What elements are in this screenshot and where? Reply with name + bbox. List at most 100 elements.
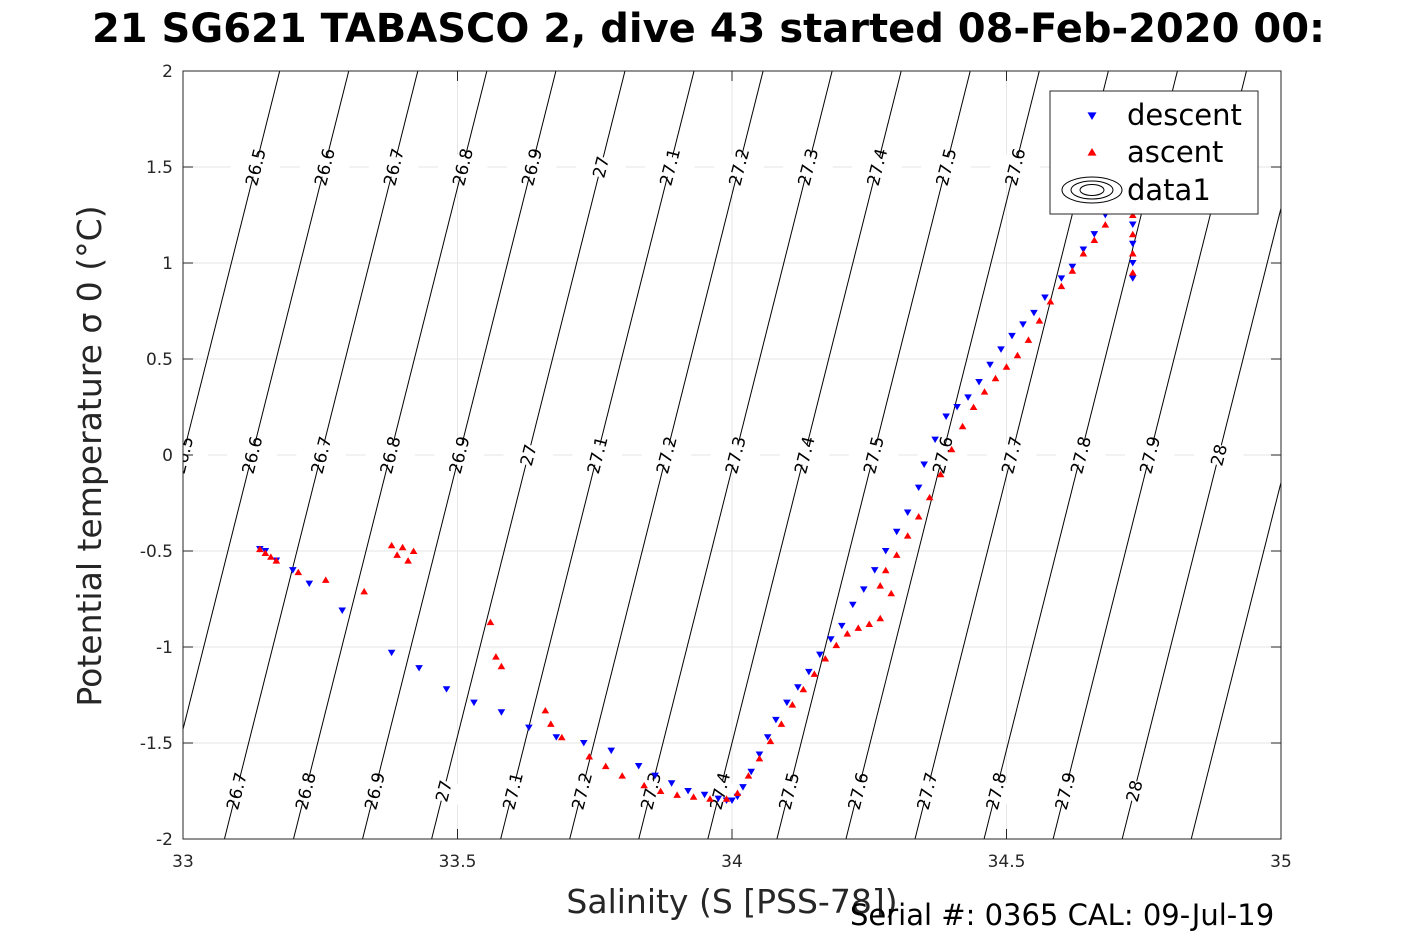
descent-point bbox=[1128, 240, 1137, 248]
legend-contour-marker bbox=[1070, 180, 1114, 200]
contour-label-bg bbox=[571, 439, 624, 471]
ascent-point bbox=[843, 630, 852, 637]
ascent-point bbox=[925, 493, 934, 501]
ascent-point bbox=[788, 701, 797, 708]
contour-label: 27.8 bbox=[983, 770, 1012, 812]
ascent-point bbox=[547, 720, 555, 727]
x-tick-label: 34.5 bbox=[988, 852, 1026, 872]
descent-point bbox=[552, 734, 561, 741]
ascent-point bbox=[1024, 336, 1033, 343]
descent-point bbox=[914, 484, 923, 492]
contour-label-bg bbox=[920, 151, 972, 183]
ascent-point bbox=[656, 787, 665, 795]
descent-point bbox=[1128, 221, 1137, 229]
ascent-point bbox=[914, 513, 923, 520]
contour-label: 26.9 bbox=[518, 146, 547, 188]
descent-point bbox=[848, 601, 857, 609]
descent-point bbox=[838, 622, 846, 630]
contour-label-bg bbox=[348, 775, 401, 807]
descent-point bbox=[1008, 332, 1016, 340]
descent-point bbox=[607, 747, 616, 755]
contour-label: 27.6 bbox=[929, 434, 958, 476]
legend-ascent-marker bbox=[1087, 147, 1097, 156]
descent-point bbox=[881, 547, 890, 555]
ascent-point bbox=[360, 587, 368, 595]
ascent-point bbox=[387, 541, 396, 549]
descent-point bbox=[634, 763, 643, 770]
ascent-point bbox=[404, 557, 412, 564]
x-tick-label: 34 bbox=[721, 852, 743, 872]
ascent-point bbox=[991, 374, 1000, 382]
contour-label-bg bbox=[625, 775, 677, 807]
contour-label-bg bbox=[487, 775, 539, 807]
contour-label-bg bbox=[1193, 439, 1245, 471]
descent-point bbox=[525, 724, 533, 732]
contour-label-bg bbox=[226, 439, 278, 471]
contour-label: 27.2 bbox=[726, 146, 755, 188]
ascent-point bbox=[766, 737, 775, 745]
density-contours: 26.5 26.6 26.7 26.8 26.9 27 27.1 27.2 27.3 27.4 27… bbox=[183, 71, 1281, 839]
contour-label: 26.9 bbox=[446, 434, 475, 476]
contour-label-bg bbox=[295, 439, 347, 471]
contour-label-bg bbox=[916, 439, 969, 471]
ascent-point bbox=[601, 762, 610, 770]
descent-point bbox=[1079, 246, 1088, 253]
descent-point bbox=[442, 686, 451, 693]
ascent-point bbox=[1090, 236, 1099, 243]
legend-descent-marker bbox=[1087, 112, 1097, 121]
contour-label: 27.7 bbox=[914, 770, 943, 812]
ascent-point bbox=[1013, 351, 1022, 359]
ascent-point bbox=[673, 791, 681, 798]
ascent-point bbox=[1128, 211, 1137, 219]
contour-label: 27.1 bbox=[584, 434, 613, 476]
contour-label-bg bbox=[210, 775, 263, 807]
contour-label: 26.7 bbox=[223, 770, 252, 812]
descent-point bbox=[755, 751, 764, 758]
descent-point bbox=[1068, 263, 1077, 271]
contour-label-bg bbox=[989, 151, 1041, 183]
contour-label-bg bbox=[575, 151, 627, 183]
ascent-point bbox=[706, 795, 714, 802]
descent-point bbox=[997, 346, 1005, 353]
ascent-point bbox=[618, 772, 626, 779]
contour-label-bg bbox=[970, 775, 1022, 807]
contour-label: 27.1 bbox=[499, 770, 528, 812]
ascent-point bbox=[272, 557, 281, 564]
contour-label-bg bbox=[298, 151, 351, 183]
legend-box bbox=[1049, 90, 1259, 215]
descent-point bbox=[667, 780, 676, 787]
y-axis-label: Potential temperature σ 0 (°C) bbox=[70, 205, 109, 706]
contour-label-bg bbox=[556, 775, 608, 807]
descent-point bbox=[338, 607, 347, 614]
ascent-point bbox=[256, 545, 264, 553]
y-tick-label: -0.5 bbox=[140, 542, 173, 562]
ascent-point bbox=[261, 549, 270, 556]
ascent-point bbox=[980, 388, 989, 395]
descent-point bbox=[1019, 321, 1027, 328]
chart-title: 21 SG621 TABASCO 2, dive 43 started 08-F… bbox=[91, 6, 1326, 52]
descent-point bbox=[387, 649, 396, 657]
contour-label-bg bbox=[782, 151, 834, 183]
contour-label-bg bbox=[832, 775, 884, 807]
descent-point bbox=[739, 784, 747, 791]
contour-label-bg bbox=[1108, 775, 1160, 807]
ascent-point bbox=[799, 685, 808, 693]
contour-label: 27.2 bbox=[653, 434, 682, 476]
ascent-point bbox=[936, 470, 945, 478]
descent-point bbox=[415, 665, 423, 672]
ascent-point bbox=[1046, 297, 1055, 305]
ascent-point bbox=[958, 422, 967, 430]
contour-label: 26.8 bbox=[292, 770, 321, 812]
contour-label-bg bbox=[506, 151, 558, 183]
contour-label: 27.5 bbox=[860, 434, 889, 476]
descent-point bbox=[892, 528, 901, 536]
ascent-point bbox=[393, 551, 401, 558]
contour-label-bg bbox=[985, 439, 1038, 471]
y-tick-label: -2 bbox=[156, 830, 173, 850]
y-tick-label: 1 bbox=[162, 254, 173, 274]
contour-label-bg bbox=[709, 439, 762, 471]
y-tick-label: 0 bbox=[162, 446, 173, 466]
descent-point bbox=[953, 403, 961, 411]
descent-point bbox=[1030, 309, 1038, 317]
contour-label: 26.7 bbox=[380, 146, 409, 188]
